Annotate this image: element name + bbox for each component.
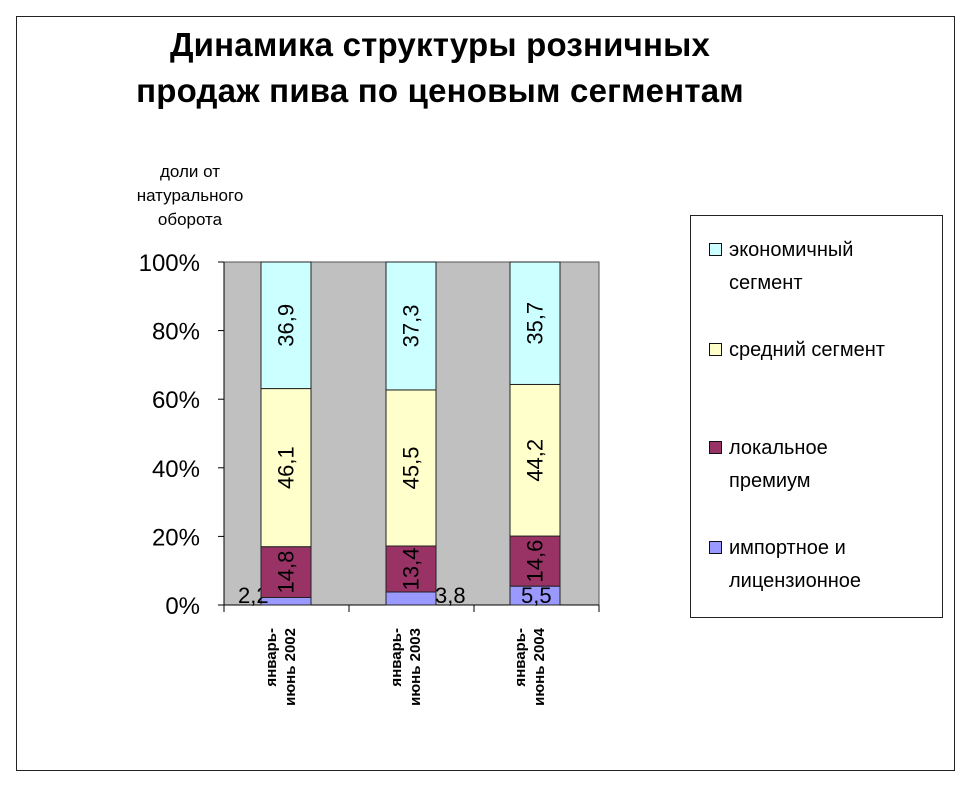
bar-segment [260,388,312,548]
legend-label-import-2: лицензионное [729,570,862,592]
y-axis-label-line-3: оборота [157,210,223,229]
data-label: 13,4 [399,548,424,591]
y-tick-label: 60% [152,387,200,414]
legend-label-economy-1: экономичный [729,239,854,261]
category-label: январь- [388,628,405,687]
bar-segment [509,261,561,385]
chart-title: Динамика структуры розничных продаж пива… [60,22,820,114]
bar-segment [385,591,437,606]
y-tick-label: 0% [165,593,200,620]
bar-segment [509,383,561,537]
legend-swatch-import [709,541,722,554]
legend-swatch-economy [709,243,722,256]
category-label: июнь 2004 [531,627,548,706]
data-label: 35,7 [523,302,548,345]
y-axis-label-line-1: доли от [159,162,220,181]
bar-segment [385,545,437,593]
category-label: июнь 2002 [282,628,299,706]
bar-segment [385,261,437,391]
bar-segment [260,546,312,598]
legend-swatch-middle [709,343,722,356]
data-label: 36,9 [274,304,299,347]
category-label: январь- [263,628,280,687]
data-label: 3,8 [435,583,466,608]
chart-legend: экономичный сегмент средний сегмент лока… [690,215,943,618]
legend-label-import-1: импортное и [729,537,846,559]
legend-label-economy-2: сегмент [729,272,803,294]
chart-title-line-2: продаж пива по ценовым сегментам [136,72,744,109]
category-label: январь- [512,628,529,687]
bar-segment [509,535,561,587]
y-tick-label: 20% [152,524,200,551]
data-label: 45,5 [399,447,424,490]
data-label: 46,1 [274,446,299,489]
y-tick-label: 80% [152,319,200,346]
y-tick-label: 100% [139,250,200,277]
data-label: 14,8 [274,551,299,594]
bar-segment [260,261,312,390]
chart-title-line-1: Динамика структуры розничных [169,26,711,63]
data-label: 14,6 [523,540,548,583]
legend-label-local-2: премиум [729,470,811,492]
data-label: 44,2 [523,439,548,482]
data-label: 37,3 [399,305,424,348]
legend-swatch-local [709,441,722,454]
category-label: июнь 2003 [407,628,424,706]
y-axis-label-line-2: натурального [136,186,244,205]
y-axis-label: доли от натурального оборота [120,160,260,232]
legend-label-local-1: локальное [729,437,828,459]
data-label: 5,5 [521,583,552,608]
legend-label-middle-1: средний сегмент [729,339,885,361]
y-tick-label: 40% [152,456,200,483]
